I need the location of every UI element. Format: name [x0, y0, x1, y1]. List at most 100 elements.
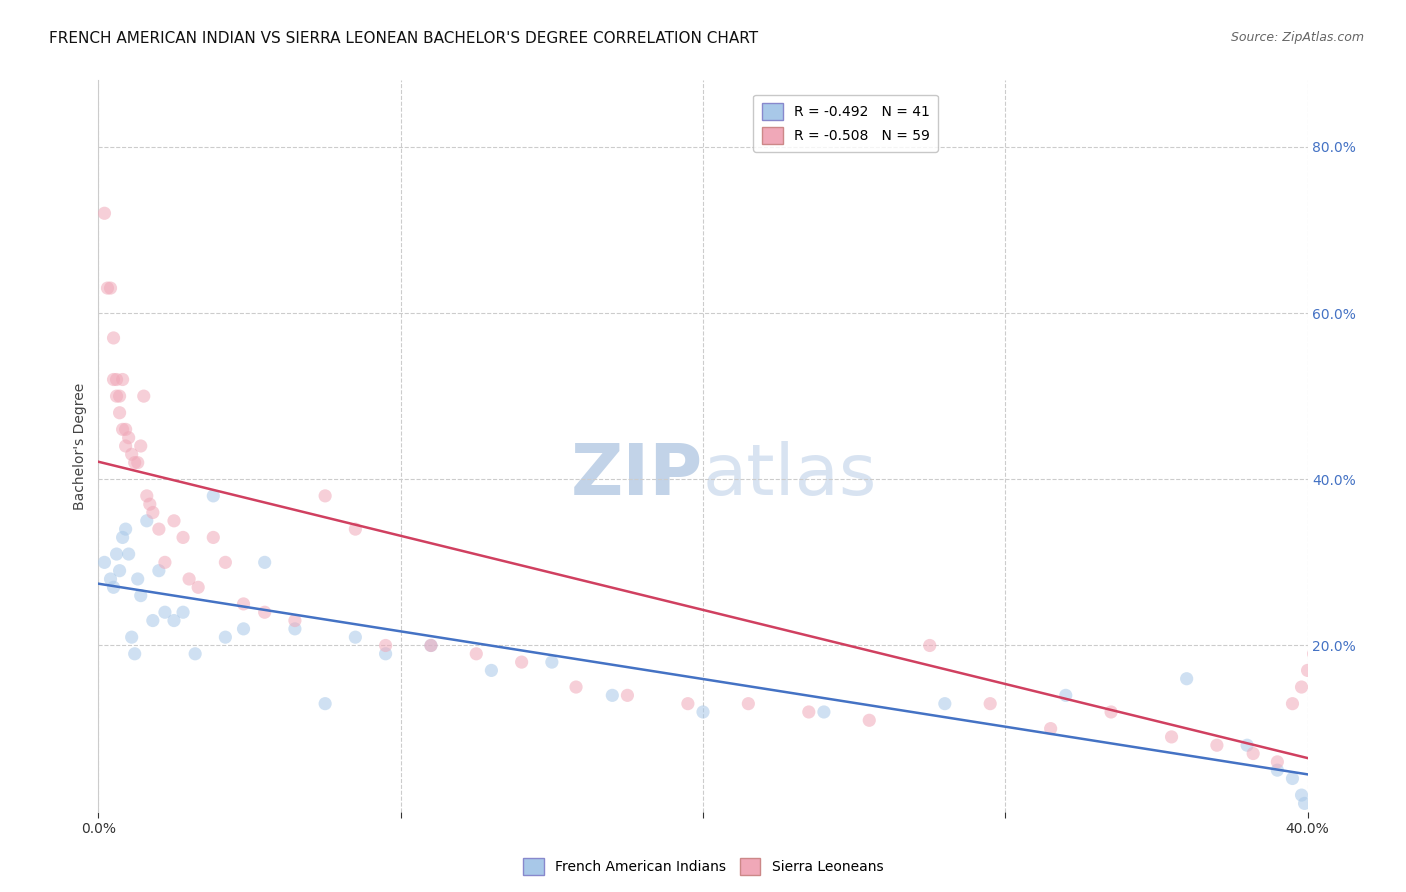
- Point: [129, 439, 152, 453]
- Point: [1241, 747, 1264, 761]
- Point: [114, 522, 136, 536]
- Point: [1281, 697, 1303, 711]
- Text: FRENCH AMERICAN INDIAN VS SIERRA LEONEAN BACHELOR'S DEGREE CORRELATION CHART: FRENCH AMERICAN INDIAN VS SIERRA LEONEAN…: [49, 31, 758, 46]
- Point: [1175, 672, 1198, 686]
- Point: [108, 389, 131, 403]
- Point: [284, 622, 307, 636]
- Point: [540, 655, 562, 669]
- Legend: R = -0.492   N = 41, R = -0.508   N = 59: R = -0.492 N = 41, R = -0.508 N = 59: [754, 95, 938, 152]
- Point: [1294, 797, 1316, 811]
- Point: [1160, 730, 1182, 744]
- Point: [797, 705, 820, 719]
- Point: [111, 422, 134, 436]
- Point: [232, 622, 254, 636]
- Point: [100, 572, 122, 586]
- Point: [114, 439, 136, 453]
- Point: [344, 630, 367, 644]
- Point: [148, 564, 170, 578]
- Point: [1291, 680, 1313, 694]
- Point: [1320, 672, 1343, 686]
- Point: [465, 647, 488, 661]
- Point: [202, 530, 225, 544]
- Point: [184, 647, 207, 661]
- Y-axis label: Bachelor's Degree: Bachelor's Degree: [73, 383, 87, 509]
- Point: [93, 555, 115, 569]
- Point: [139, 497, 162, 511]
- Point: [565, 680, 588, 694]
- Point: [934, 697, 956, 711]
- Point: [105, 547, 128, 561]
- Point: [214, 555, 236, 569]
- Point: [481, 664, 503, 678]
- Point: [163, 614, 186, 628]
- Point: [1296, 664, 1319, 678]
- Point: [118, 547, 141, 561]
- Point: [93, 206, 115, 220]
- Point: [1236, 738, 1258, 752]
- Point: [344, 522, 367, 536]
- Point: [127, 572, 149, 586]
- Point: [284, 614, 307, 628]
- Point: [692, 705, 714, 719]
- Point: [314, 489, 336, 503]
- Point: [179, 572, 201, 586]
- Point: [1281, 772, 1303, 786]
- Point: [1054, 689, 1077, 703]
- Point: [121, 447, 143, 461]
- Point: [1039, 722, 1062, 736]
- Point: [253, 605, 276, 619]
- Point: [96, 281, 118, 295]
- Text: atlas: atlas: [703, 441, 877, 509]
- Point: [108, 406, 131, 420]
- Point: [172, 605, 194, 619]
- Point: [172, 530, 194, 544]
- Point: [1267, 755, 1289, 769]
- Point: [108, 564, 131, 578]
- Text: ZIP: ZIP: [571, 441, 703, 509]
- Point: [602, 689, 624, 703]
- Point: [1267, 763, 1289, 777]
- Point: [918, 639, 941, 653]
- Point: [121, 630, 143, 644]
- Point: [187, 580, 209, 594]
- Point: [111, 530, 134, 544]
- Point: [1099, 705, 1122, 719]
- Point: [153, 555, 176, 569]
- Point: [420, 639, 443, 653]
- Point: [1206, 738, 1229, 752]
- Point: [1312, 630, 1334, 644]
- Point: [1291, 788, 1313, 802]
- Point: [127, 456, 149, 470]
- Point: [1302, 647, 1324, 661]
- Text: Source: ZipAtlas.com: Source: ZipAtlas.com: [1230, 31, 1364, 45]
- Legend: French American Indians, Sierra Leoneans: French American Indians, Sierra Leoneans: [517, 853, 889, 880]
- Point: [118, 431, 141, 445]
- Point: [374, 647, 396, 661]
- Point: [616, 689, 638, 703]
- Point: [374, 639, 396, 653]
- Point: [737, 697, 759, 711]
- Point: [135, 489, 157, 503]
- Point: [135, 514, 157, 528]
- Point: [202, 489, 225, 503]
- Point: [510, 655, 533, 669]
- Point: [253, 555, 276, 569]
- Point: [105, 372, 128, 386]
- Point: [813, 705, 835, 719]
- Point: [314, 697, 336, 711]
- Point: [100, 281, 122, 295]
- Point: [858, 714, 880, 728]
- Point: [103, 372, 125, 386]
- Point: [129, 589, 152, 603]
- Point: [979, 697, 1001, 711]
- Point: [124, 456, 146, 470]
- Point: [153, 605, 176, 619]
- Point: [103, 580, 125, 594]
- Point: [163, 514, 186, 528]
- Point: [142, 506, 165, 520]
- Point: [132, 389, 155, 403]
- Point: [420, 639, 443, 653]
- Point: [105, 389, 128, 403]
- Point: [232, 597, 254, 611]
- Point: [676, 697, 699, 711]
